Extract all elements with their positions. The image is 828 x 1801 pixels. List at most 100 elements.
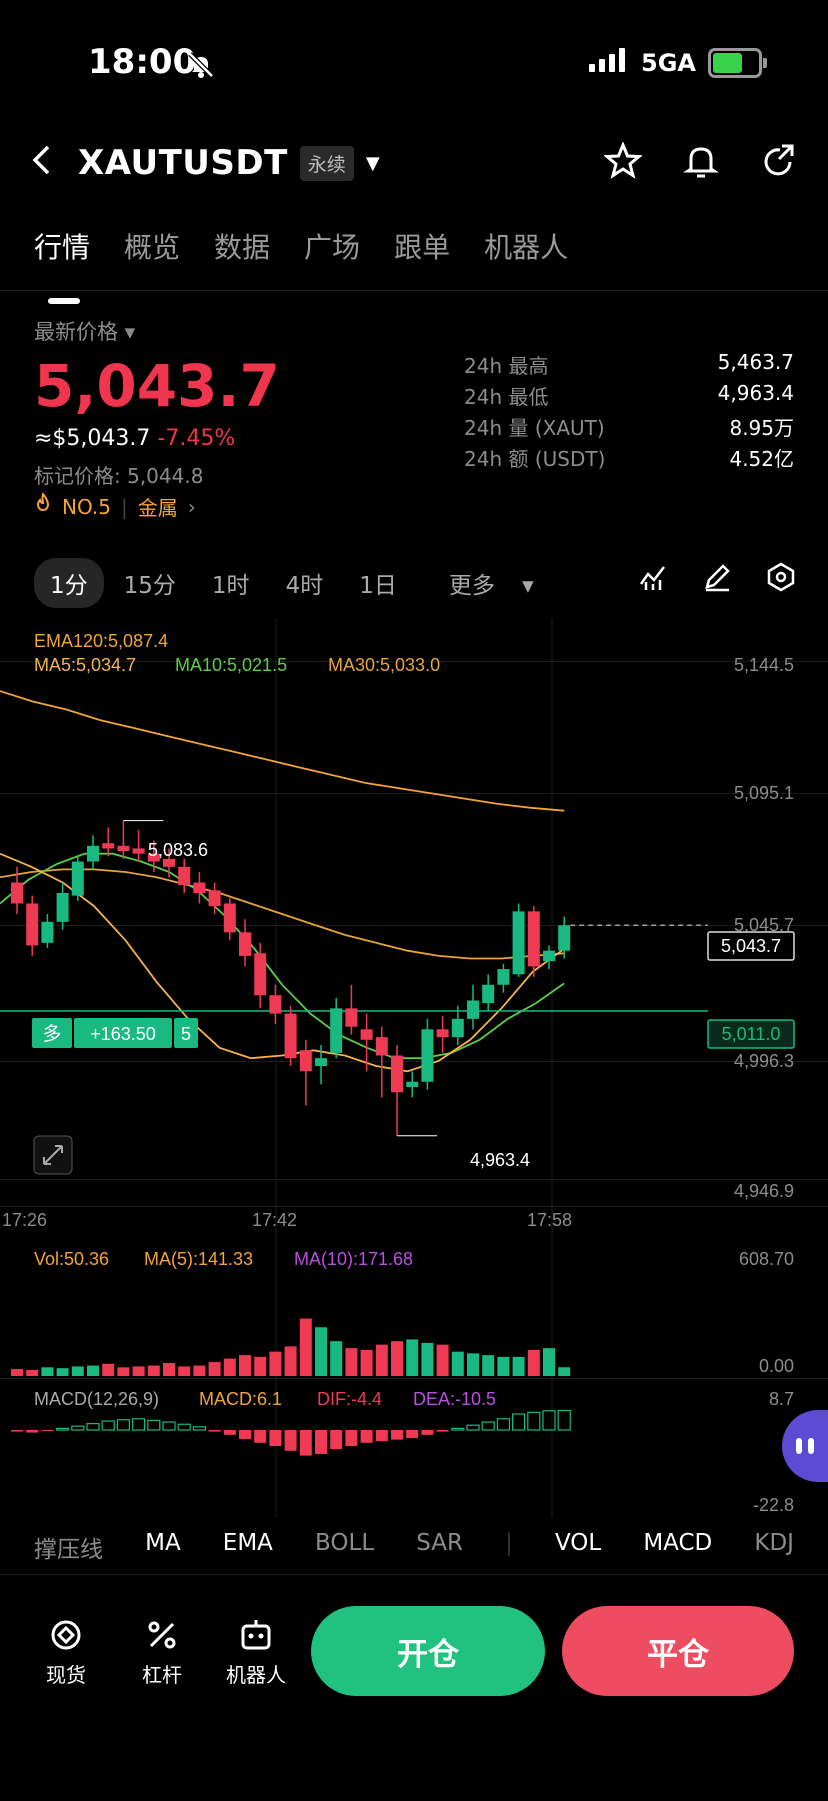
volume-bar — [436, 1344, 449, 1376]
nav-bot[interactable]: 机器人 — [226, 1616, 286, 1688]
top-tabs: 行情 概览 数据 广场 跟单 机器人 — [34, 226, 569, 304]
macd-bar — [330, 1430, 343, 1450]
close-position-button[interactable]: 平仓 — [562, 1606, 794, 1696]
tab-bot[interactable]: 机器人 — [484, 231, 569, 264]
volume-bar — [543, 1348, 555, 1376]
macd-bar — [132, 1418, 146, 1431]
bell-icon[interactable] — [682, 142, 720, 184]
position-badge[interactable]: 多 +163.50 5 — [32, 1018, 198, 1048]
stat-label: 24h 最低 — [464, 385, 549, 409]
rank-row[interactable]: NO.5 | 金属 › — [34, 491, 196, 521]
chart-svg[interactable]: 5,083.6 4,963.4 EMA120:5,087.4 MA5:5,034… — [0, 618, 828, 1520]
indicator-ma[interactable]: MA — [145, 1530, 181, 1556]
tab-overview[interactable]: 概览 — [124, 231, 181, 264]
indicator-sar[interactable]: SAR — [416, 1530, 463, 1556]
nav-bot-label: 机器人 — [226, 1663, 286, 1687]
macd-bar — [239, 1430, 251, 1439]
fullscreen-icon[interactable] — [33, 1135, 73, 1175]
open-position-button[interactable]: 开仓 — [311, 1606, 545, 1696]
stat-value: 8.95万 — [729, 416, 794, 440]
indicator-boll[interactable]: BOLL — [315, 1530, 375, 1556]
candle — [132, 848, 145, 854]
symbol-title[interactable]: XAUTUSDT — [78, 143, 288, 183]
svg-text:5,011.0: 5,011.0 — [722, 1024, 781, 1044]
macd-bar — [436, 1430, 449, 1432]
volume-bar — [102, 1363, 115, 1376]
macd-bar — [254, 1430, 267, 1443]
interval-1h[interactable]: 1时 — [211, 573, 250, 599]
macd-bar — [391, 1430, 403, 1440]
nav-spot[interactable]: 现货 — [46, 1616, 86, 1688]
candle — [147, 853, 160, 862]
indicator-kdj[interactable]: KDJ — [754, 1530, 794, 1556]
macd-bar — [406, 1430, 419, 1438]
interval-1d[interactable]: 1日 — [359, 573, 397, 599]
stat-label: 24h 额 (USDT) — [464, 447, 606, 471]
price-label[interactable]: 最新价格 ▾ — [34, 320, 136, 344]
candle — [512, 911, 525, 975]
symbol-dropdown-icon[interactable]: ▼ — [365, 152, 380, 174]
macd-bar — [527, 1411, 541, 1431]
position-side: 多 — [42, 1023, 61, 1045]
indicator-macd[interactable]: MACD — [643, 1530, 713, 1556]
indicator-icon[interactable] — [638, 562, 668, 596]
battery-icon — [708, 48, 767, 78]
macd-tick: 8.7 — [769, 1389, 794, 1409]
rank-label: NO.5 — [62, 494, 111, 519]
stat-label: 24h 量 (XAUT) — [464, 416, 605, 440]
stat-value: 4.52亿 — [729, 447, 794, 471]
candle — [497, 969, 510, 985]
stat-value: 5,463.7 — [717, 350, 794, 374]
interval-more[interactable]: 更多 ▾ — [448, 573, 534, 599]
candle — [223, 903, 236, 933]
candle — [436, 1029, 449, 1038]
candle — [330, 1008, 343, 1053]
macd-tick: -22.8 — [753, 1495, 794, 1515]
indicator-vol[interactable]: VOL — [554, 1530, 602, 1556]
signal-icon — [589, 48, 629, 78]
macd-bar — [162, 1421, 176, 1431]
mute-bell-icon — [186, 50, 216, 84]
svg-text:5,043.7: 5,043.7 — [721, 936, 781, 956]
volume-bar — [178, 1366, 191, 1376]
macd-bar — [360, 1430, 373, 1443]
tab-square[interactable]: 广场 — [304, 231, 361, 264]
y-tick: 4,996.3 — [734, 1051, 794, 1071]
candle — [11, 882, 23, 904]
bottom-divider — [0, 1574, 828, 1575]
macd-bar — [223, 1430, 236, 1435]
volume-bar — [315, 1327, 327, 1376]
nav-margin[interactable]: 杠杆 — [142, 1616, 182, 1688]
interval-15m[interactable]: 15分 — [123, 573, 176, 599]
header: XAUTUSDT 永续 ▼ — [30, 138, 798, 188]
star-icon[interactable] — [603, 141, 643, 184]
vol-tick: 0.00 — [759, 1356, 794, 1376]
macd-bar — [147, 1419, 161, 1431]
volume-bar — [467, 1353, 479, 1376]
ma10-label: MA10:5,021.5 — [175, 655, 287, 675]
interval-1m[interactable]: 1分 — [34, 558, 104, 608]
draw-pencil-icon[interactable] — [702, 562, 732, 596]
candle — [269, 995, 282, 1014]
volume-bar — [56, 1368, 69, 1376]
macd-bar — [11, 1430, 23, 1432]
settings-hex-icon[interactable] — [766, 562, 796, 596]
y-tick: 5,095.1 — [734, 783, 794, 803]
share-icon[interactable] — [760, 142, 798, 184]
tab-copy-trade[interactable]: 跟单 — [394, 231, 451, 264]
tab-data[interactable]: 数据 — [214, 231, 271, 264]
interval-tabs: 1分 15分 1时 4时 1日 更多 ▾ — [34, 558, 554, 608]
tab-market[interactable]: 行情 — [34, 226, 90, 304]
indicator-support[interactable]: 撑压线 — [34, 1537, 103, 1563]
macd-bar — [71, 1425, 85, 1431]
indicator-divider: | — [505, 1530, 513, 1556]
volume-bar — [482, 1355, 495, 1376]
back-chevron-icon[interactable] — [30, 141, 52, 185]
high-label: 5,083.6 — [148, 840, 208, 860]
entry-price-tag: 5,011.0 — [707, 1019, 795, 1049]
volume-bar — [391, 1341, 403, 1376]
indicator-ema[interactable]: EMA — [222, 1530, 273, 1556]
volume-bar — [284, 1346, 297, 1376]
interval-4h[interactable]: 4时 — [285, 573, 324, 599]
candle — [163, 858, 175, 867]
